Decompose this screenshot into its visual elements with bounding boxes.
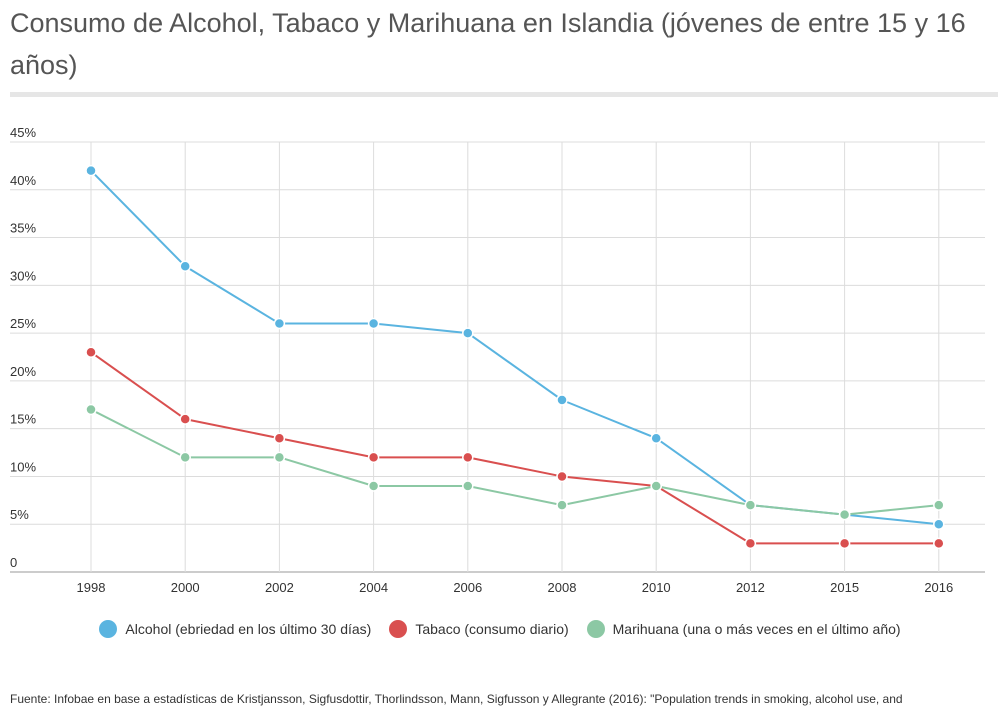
data-point-2 <box>85 403 97 416</box>
legend-item-alcohol[interactable]: Alcohol (ebriedad en los último 30 días) <box>99 620 371 638</box>
data-point-0 <box>933 518 945 530</box>
data-point-2 <box>179 451 191 464</box>
data-point-2 <box>367 480 380 492</box>
series-line-2 <box>90 408 939 516</box>
legend-item-marihuana[interactable]: Marihuana (una o más veces en el último … <box>586 620 901 638</box>
data-point-0 <box>650 432 662 444</box>
y-tick-label: 10% <box>10 459 36 474</box>
legend-swatch-marihuana <box>586 620 605 638</box>
x-tick-label: 2004 <box>359 580 388 595</box>
data-point-2 <box>556 499 568 511</box>
x-tick-label: 2012 <box>736 580 765 595</box>
data-point-0 <box>85 164 97 177</box>
data-point-1 <box>179 413 191 425</box>
legend-label-tabaco: Tabaco (consumo diario) <box>415 621 569 637</box>
x-tick-label: 1998 <box>77 580 106 595</box>
data-point-0 <box>273 317 286 330</box>
x-tick-label: 2006 <box>453 580 482 595</box>
title-divider <box>10 92 998 97</box>
data-point-1 <box>933 537 945 550</box>
data-point-2 <box>744 499 757 511</box>
chart-title: Consumo de Alcohol, Tabaco y Marihuana e… <box>10 8 966 80</box>
data-point-1 <box>838 537 851 550</box>
data-point-2 <box>933 499 945 511</box>
y-tick-label: 15% <box>10 412 36 427</box>
series-line-0 <box>90 169 939 526</box>
data-point-1 <box>556 470 568 483</box>
y-tick-label: 25% <box>10 316 36 331</box>
x-tick-label: 2010 <box>642 580 671 595</box>
data-point-1 <box>85 346 97 358</box>
data-point-0 <box>556 394 568 406</box>
grid <box>10 141 985 573</box>
data-point-1 <box>744 537 757 550</box>
data-point-1 <box>367 451 380 464</box>
y-tick-label: 0 <box>10 555 17 570</box>
x-tick-label: 2016 <box>924 580 953 595</box>
x-tick-label: 2008 <box>548 580 577 595</box>
source-footnote: Fuente: Infobae en base a estadísticas d… <box>10 692 903 706</box>
y-axis-ticks: 0 5% 10% 15% 20% 25% 30% 35% 40% 45% <box>10 125 36 570</box>
data-point-2 <box>273 451 286 464</box>
x-axis-ticks: 1998 2000 2002 2004 2006 2008 2010 2012 2015 2016 <box>77 580 954 595</box>
y-tick-label: 20% <box>10 364 36 379</box>
data-point-0 <box>179 260 191 272</box>
y-tick-label: 30% <box>10 268 36 283</box>
series-line-1 <box>90 351 939 545</box>
data-point-0 <box>367 317 380 330</box>
data-point-1 <box>273 432 286 444</box>
data-point-2 <box>838 508 851 521</box>
data-point-0 <box>462 327 474 339</box>
y-tick-label: 40% <box>10 173 36 188</box>
x-tick-label: 2015 <box>830 580 859 595</box>
legend-label-marihuana: Marihuana (una o más veces en el último … <box>612 621 901 637</box>
series-lines <box>90 169 939 545</box>
line-chart: 0 5% 10% 15% 20% 25% 30% 35% 40% 45% 1998 2000 2002… <box>10 125 985 595</box>
y-tick-label: 5% <box>10 507 29 522</box>
data-point-1 <box>462 451 474 464</box>
series-points <box>85 164 945 550</box>
legend-label-alcohol: Alcohol (ebriedad en los último 30 días) <box>125 621 372 637</box>
legend-item-tabaco[interactable]: Tabaco (consumo diario) <box>389 620 569 638</box>
data-point-2 <box>650 480 662 492</box>
x-tick-label: 2000 <box>171 580 200 595</box>
legend-swatch-tabaco <box>389 620 408 638</box>
y-tick-label: 45% <box>10 125 36 140</box>
x-tick-label: 2002 <box>265 580 294 595</box>
data-point-2 <box>462 480 474 492</box>
y-tick-label: 35% <box>10 221 36 236</box>
legend-swatch-alcohol <box>99 620 118 638</box>
legend: Alcohol (ebriedad en los último 30 días)… <box>0 620 1000 638</box>
